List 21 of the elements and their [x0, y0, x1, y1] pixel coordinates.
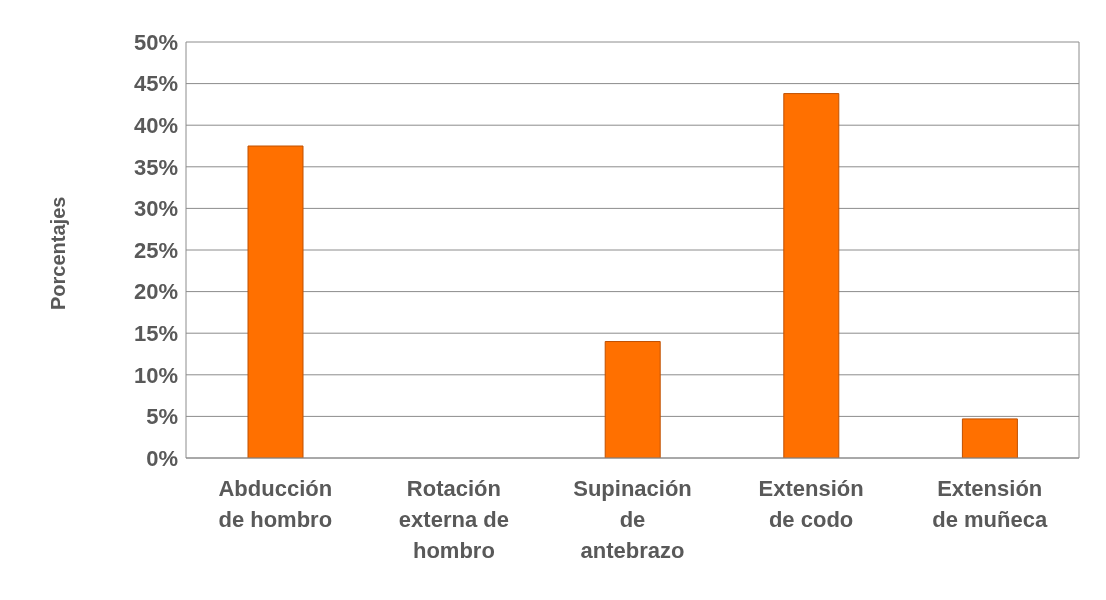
y-tick-label: 25%: [133, 237, 178, 263]
y-tick-label: 15%: [133, 321, 178, 347]
x-tick-label: Rotación externa de hombro: [398, 476, 509, 563]
y-tick-label: 20%: [133, 279, 178, 305]
y-tick-label: 0%: [146, 445, 178, 471]
x-tick-label: Extensión de muñeca: [932, 476, 1048, 532]
y-tick-label: 10%: [133, 362, 178, 388]
y-tick-label: 50%: [133, 29, 178, 55]
x-tick-label: Extensión de codo: [758, 476, 864, 532]
y-tick-label: 5%: [146, 404, 178, 430]
y-tick-label: 35%: [133, 154, 178, 180]
y-tick-label: 30%: [133, 196, 178, 222]
bar: [604, 341, 661, 458]
x-tick-label: Supinación de antebrazo: [573, 476, 692, 563]
bar: [783, 93, 840, 458]
y-axis-title: Porcentajes: [47, 196, 70, 310]
y-tick-label: 40%: [133, 113, 178, 139]
bar: [247, 145, 304, 458]
x-tick-label: Abducción de hombro: [218, 476, 333, 532]
bar: [961, 418, 1018, 458]
y-tick-label: 45%: [133, 71, 178, 97]
